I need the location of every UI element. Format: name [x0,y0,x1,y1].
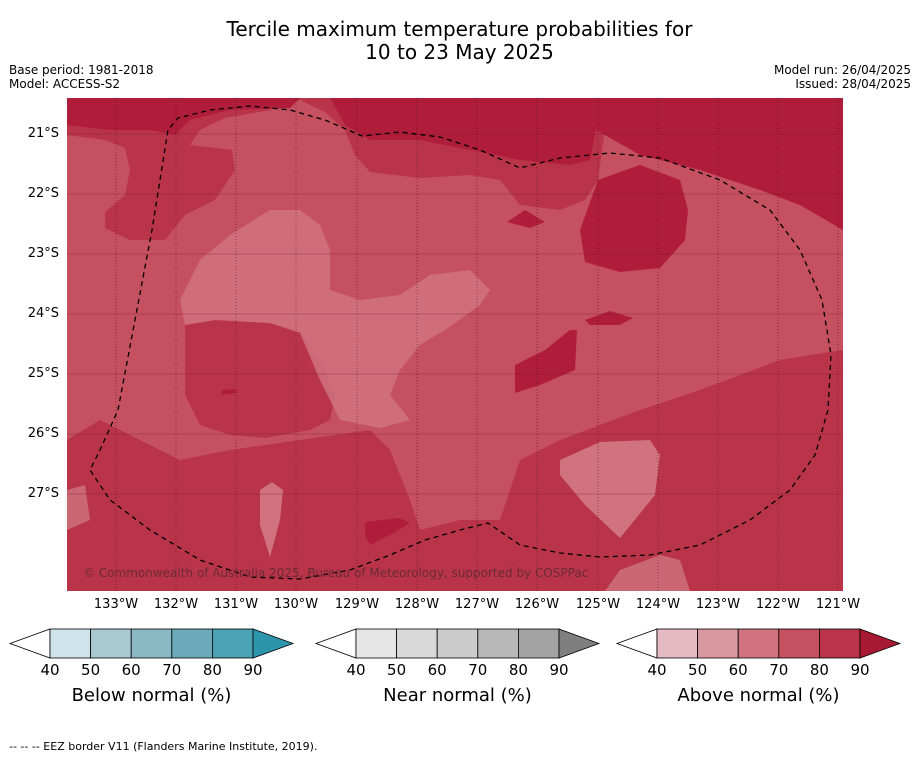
colorbar-tick: 60 [121,661,141,679]
colorbar-box [656,628,698,659]
region-60-70-south-edge [605,555,690,591]
colorbar-tick: 60 [427,661,447,679]
eez-footnote: -- -- -- EEZ border V11 (Flanders Marine… [9,740,318,753]
colorbar-tick: 50 [688,661,708,679]
longitude-label: 133°W [93,597,139,612]
longitude-label: 125°W [575,597,621,612]
colorbar-tick: 60 [728,661,748,679]
colorbar-tick: 90 [243,661,263,679]
latitude-label: 23°S [27,246,59,261]
region-90-spot-4 [365,518,410,545]
longitude-label: 126°W [514,597,560,612]
colorbar-tick: 80 [202,661,222,679]
region-80-90-center [185,320,335,438]
region-90-spot-1 [507,210,545,228]
model-run: Model run: 26/04/2025 [773,63,911,77]
longitude-label: 123°W [695,597,741,612]
colorbar [8,628,295,659]
colorbar-box [778,628,820,659]
colorbar-box [737,628,780,659]
colorbar-box [396,628,438,659]
colorbar-over-triangle [252,628,295,659]
region-90-north-east [330,98,605,165]
region-90-spot-3 [585,311,633,325]
colorbar-tick: 80 [809,661,829,679]
latitude-label: 22°S [27,186,59,201]
colorbar-tick: 90 [549,661,569,679]
longitude-label: 127°W [454,597,500,612]
colorbar-box [49,628,91,659]
colorbar-tick: 40 [40,661,60,679]
colorbar-tick: 50 [81,661,101,679]
colorbar [615,628,902,659]
colorbar-under-triangle [615,628,658,659]
copyright-notice: © Commonwealth of Australia 2025, Bureau… [83,566,588,580]
region-60-70-south-west [260,482,283,557]
eez-border [89,105,832,580]
map-layers [67,98,843,591]
latitude-label: 24°S [27,306,59,321]
title-line-2: 10 to 23 May 2025 [365,40,554,64]
latitude-label: 21°S [27,126,59,141]
colorbar-under-triangle [314,628,357,659]
base-period: Base period: 1981-2018 [9,63,154,77]
colorbar-box [90,628,132,659]
colorbar-label: Above normal (%) [677,685,840,706]
colorbar-tick: 40 [647,661,667,679]
colorbar-label: Near normal (%) [383,685,532,706]
colorbar-label: Below normal (%) [71,685,232,706]
region-90-spot-2 [515,330,577,393]
colorbar-box [477,628,519,659]
colorbar-box [518,628,560,659]
longitude-label: 131°W [213,597,259,612]
colorbar-under-triangle [8,628,51,659]
region-90-east-lobe [580,165,688,272]
longitude-label: 130°W [273,597,319,612]
colorbar-box [436,628,479,659]
colorbar-over-triangle [558,628,601,659]
longitude-label: 129°W [334,597,380,612]
colorbar-tick: 50 [387,661,407,679]
colorbar-tick: 70 [769,661,789,679]
model-name: Model: ACCESS-S2 [9,77,121,91]
longitude-label: 121°W [815,597,861,612]
colorbar-box [819,628,861,659]
meta-right: Model run: 26/04/2025 Issued: 28/04/2025 [774,63,911,91]
colorbar-box [211,628,254,659]
colorbar-box [697,628,739,659]
colorbar-tick: 80 [508,661,528,679]
colorbar-over-triangle [859,628,902,659]
colorbar-box [171,628,213,659]
longitude-label: 132°W [153,597,199,612]
region-90-spot-5 [222,389,237,395]
colorbar-box [355,628,397,659]
title-line-1: Tercile maximum temperature probabilitie… [226,17,693,41]
region-60-70-west-edge [67,485,90,530]
latitude-label: 26°S [27,426,59,441]
longitude-label: 128°W [394,597,440,612]
chart-title: Tercile maximum temperature probabilitie… [0,18,919,64]
colorbar [314,628,601,659]
colorbar-tick: 70 [468,661,488,679]
colorbar-box [130,628,173,659]
meta-left: Base period: 1981-2018 Model: ACCESS-S2 [9,63,154,91]
region-60-70-central [180,210,490,428]
longitude-label: 124°W [635,597,681,612]
colorbar-tick: 70 [162,661,182,679]
colorbar-tick: 90 [850,661,870,679]
colorbars [8,628,902,659]
map-gridlines [67,98,843,591]
region-60-70-south-east [560,440,660,538]
longitude-label: 122°W [755,597,801,612]
colorbar-tick: 40 [346,661,366,679]
region-80-90-south [67,350,843,591]
latitude-label: 27°S [27,486,59,501]
latitude-label: 25°S [27,366,59,381]
issued-date: Issued: 28/04/2025 [795,77,911,91]
